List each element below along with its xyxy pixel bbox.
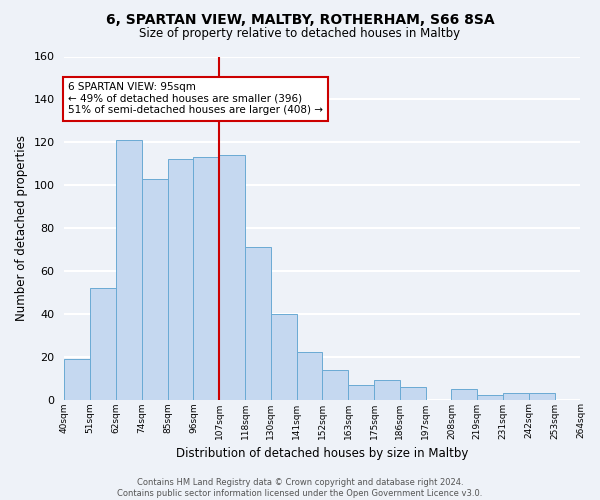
Bar [529,393,554,400]
Bar [90,288,116,400]
Bar [348,384,374,400]
Bar [374,380,400,400]
Text: Size of property relative to detached houses in Maltby: Size of property relative to detached ho… [139,28,461,40]
Text: Contains HM Land Registry data © Crown copyright and database right 2024.
Contai: Contains HM Land Registry data © Crown c… [118,478,482,498]
Bar [400,386,425,400]
Bar [322,370,348,400]
Y-axis label: Number of detached properties: Number of detached properties [15,135,28,321]
Bar [219,155,245,400]
Bar [296,352,322,400]
Bar [451,389,477,400]
Bar [116,140,142,400]
X-axis label: Distribution of detached houses by size in Maltby: Distribution of detached houses by size … [176,447,469,460]
Bar [142,178,167,400]
Bar [503,393,529,400]
Text: 6, SPARTAN VIEW, MALTBY, ROTHERHAM, S66 8SA: 6, SPARTAN VIEW, MALTBY, ROTHERHAM, S66 … [106,12,494,26]
Text: 6 SPARTAN VIEW: 95sqm
← 49% of detached houses are smaller (396)
51% of semi-det: 6 SPARTAN VIEW: 95sqm ← 49% of detached … [68,82,323,116]
Bar [167,160,193,400]
Bar [271,314,296,400]
Bar [477,395,503,400]
Bar [245,248,271,400]
Bar [193,158,219,400]
Bar [64,359,90,400]
